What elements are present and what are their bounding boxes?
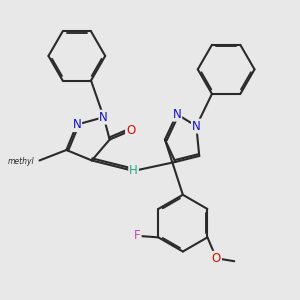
Text: N: N xyxy=(99,111,108,124)
Text: N: N xyxy=(172,108,181,121)
Text: O: O xyxy=(126,124,135,137)
Text: O: O xyxy=(212,252,221,265)
Text: F: F xyxy=(134,229,141,242)
Text: methyl: methyl xyxy=(8,158,34,166)
Text: N: N xyxy=(192,120,201,133)
Text: N: N xyxy=(73,118,81,131)
Text: H: H xyxy=(129,164,138,177)
